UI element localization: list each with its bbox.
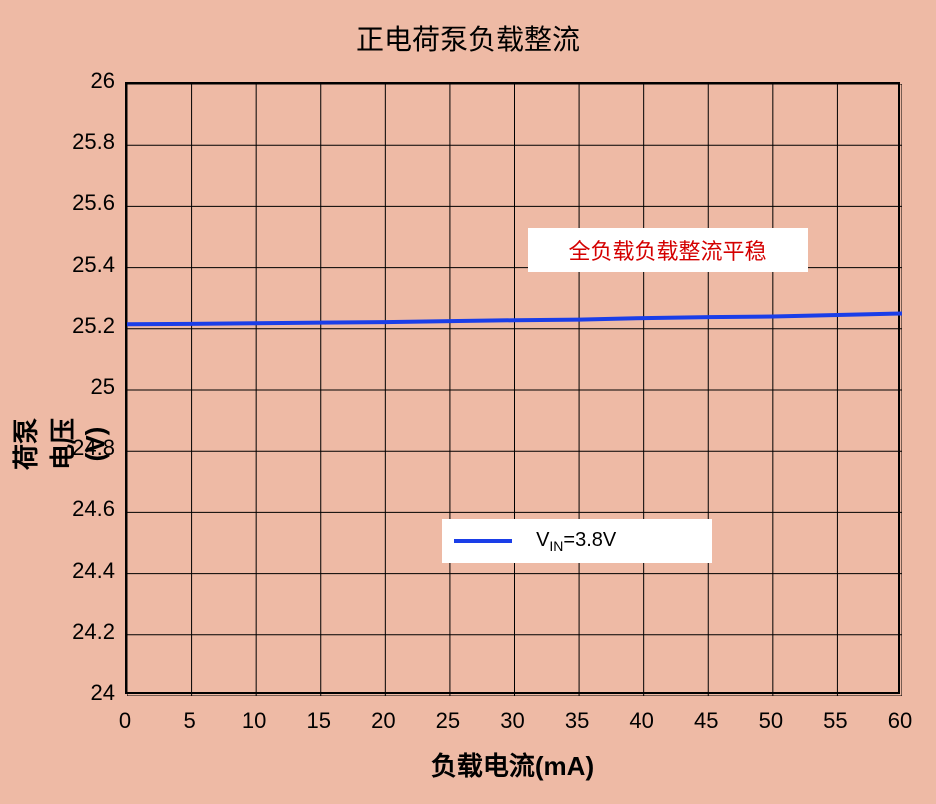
x-tick-label: 10 bbox=[224, 708, 284, 734]
x-tick-label: 60 bbox=[870, 708, 930, 734]
x-tick-label: 55 bbox=[805, 708, 865, 734]
x-tick-label: 45 bbox=[676, 708, 736, 734]
x-tick-label: 30 bbox=[483, 708, 543, 734]
y-tick-label: 25.4 bbox=[72, 252, 115, 278]
y-tick-label: 24.6 bbox=[72, 496, 115, 522]
y-tick-label: 24.2 bbox=[72, 619, 115, 645]
y-tick-label: 24 bbox=[91, 680, 115, 706]
y-tick-label: 25.8 bbox=[72, 129, 115, 155]
legend-label-suffix: =3.8V bbox=[563, 529, 616, 551]
y-tick-label: 24.4 bbox=[72, 558, 115, 584]
chart-title: 正电荷泵负载整流 bbox=[0, 18, 936, 58]
y-tick-label: 25 bbox=[91, 374, 115, 400]
x-tick-label: 15 bbox=[289, 708, 349, 734]
plot-area bbox=[125, 82, 900, 694]
y-tick-label: 25.2 bbox=[72, 313, 115, 339]
x-tick-label: 0 bbox=[95, 708, 155, 734]
x-tick-label: 40 bbox=[612, 708, 672, 734]
y-tick-label: 25.6 bbox=[72, 190, 115, 216]
plot-svg bbox=[127, 84, 902, 696]
x-axis-label: 负载电流(mA) bbox=[125, 746, 900, 783]
x-tick-label: 35 bbox=[547, 708, 607, 734]
annotation-text: 全负载负载整流平稳 bbox=[568, 234, 766, 266]
annotation-full-load: 全负载负载整流平稳 bbox=[528, 228, 808, 272]
x-tick-label: 5 bbox=[160, 708, 220, 734]
legend: VIN=3.8V bbox=[442, 519, 712, 563]
legend-label: VIN=3.8V bbox=[536, 529, 616, 554]
chart-container: 正电荷泵负载整流 2424.224.424.624.82525.225.425.… bbox=[0, 0, 936, 804]
y-axis-label: 正电荷泵电压 (V) bbox=[0, 414, 111, 474]
x-tick-label: 50 bbox=[741, 708, 801, 734]
legend-swatch bbox=[454, 539, 512, 543]
legend-label-prefix: V bbox=[536, 529, 549, 551]
y-tick-label: 26 bbox=[91, 68, 115, 94]
x-tick-label: 25 bbox=[418, 708, 478, 734]
legend-label-sub: IN bbox=[549, 538, 563, 554]
x-tick-label: 20 bbox=[353, 708, 413, 734]
